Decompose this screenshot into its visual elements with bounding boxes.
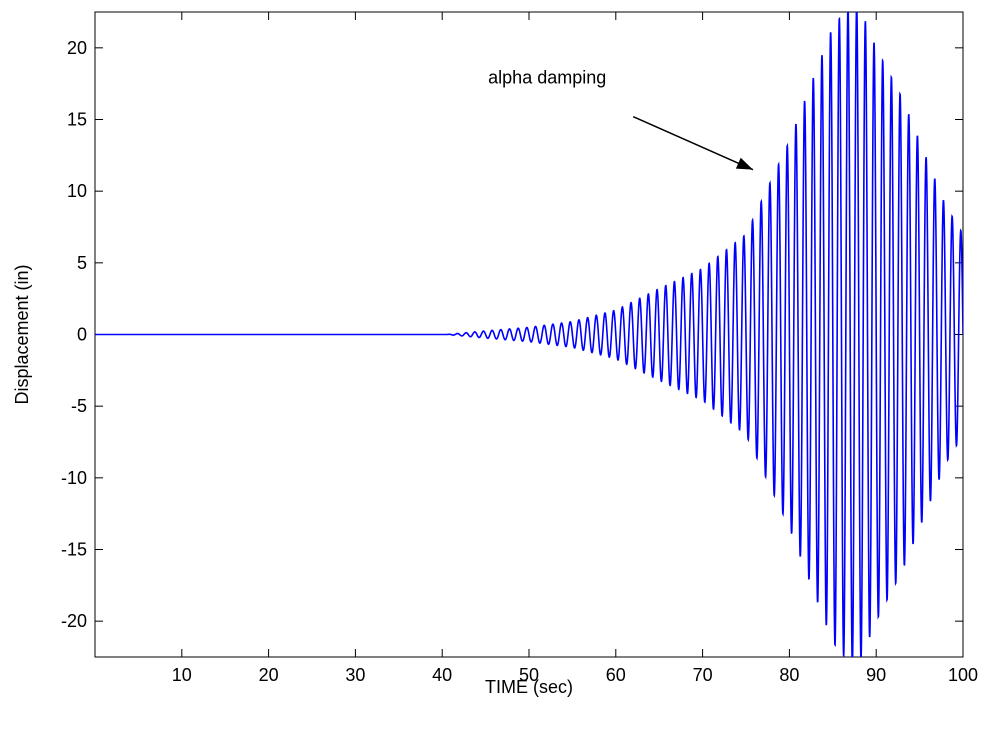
y-tick-label: -10 [61,468,87,488]
x-tick-label: 30 [345,665,365,685]
y-tick-label: 20 [67,38,87,58]
y-tick-label: -5 [71,396,87,416]
y-axis-label: Displacement (in) [12,264,32,404]
x-tick-label: 20 [259,665,279,685]
x-tick-label: 40 [432,665,452,685]
x-tick-label: 80 [779,665,799,685]
annotation-arrow-head [735,157,753,170]
series-line-displacement [95,12,963,657]
x-tick-label: 60 [606,665,626,685]
y-tick-label: 15 [67,110,87,130]
x-axis-label: TIME (sec) [485,677,573,697]
y-tick-label: -20 [61,611,87,631]
y-tick-label: 0 [77,325,87,345]
x-tick-label: 50 [519,665,539,685]
annotation-arrow-line [632,115,754,171]
axis-ticks [95,12,964,657]
annotations: alpha damping [488,68,754,171]
x-tick-label: 70 [693,665,713,685]
x-tick-label: 100 [948,665,978,685]
y-tick-label: -15 [61,540,87,560]
annotation-text: alpha damping [488,68,606,88]
y-tick-label: 5 [77,253,87,273]
x-tick-label: 90 [866,665,886,685]
x-tick-labels: 10 20 30 40 50 60 70 80 90 100 [172,665,978,685]
y-tick-labels: 20 15 10 5 0 -5 -10 -15 -20 [61,38,87,631]
x-tick-label: 10 [172,665,192,685]
y-tick-label: 10 [67,181,87,201]
